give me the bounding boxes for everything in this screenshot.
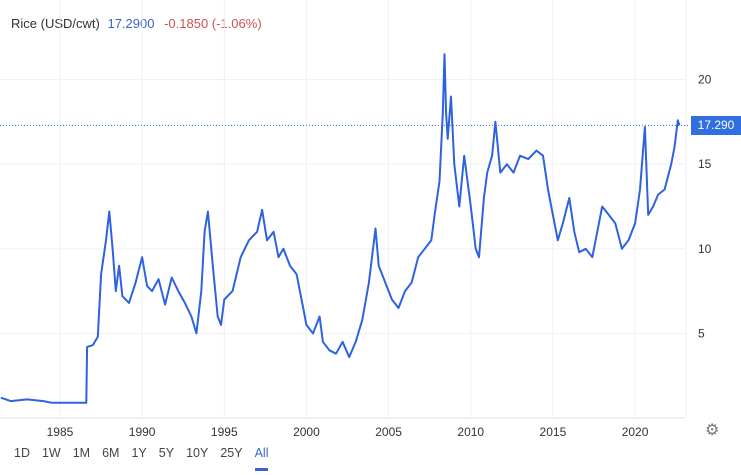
range-button-10y[interactable]: 10Y bbox=[186, 446, 209, 460]
range-button-1y[interactable]: 1Y bbox=[131, 446, 147, 460]
gear-icon[interactable]: ⚙ bbox=[705, 422, 720, 439]
range-button-1m[interactable]: 1M bbox=[72, 446, 91, 460]
range-button-6m[interactable]: 6M bbox=[102, 446, 120, 460]
x-tick-label: 2010 bbox=[457, 425, 484, 439]
instrument-name: Rice (USD/cwt) bbox=[11, 16, 100, 31]
range-button-all[interactable]: All bbox=[254, 446, 269, 471]
y-tick-label: 15 bbox=[698, 157, 712, 171]
x-tick-label: 1995 bbox=[211, 425, 238, 439]
current-price: 17.2900 bbox=[107, 16, 155, 31]
chart-title: Rice (USD/cwt) 17.2900 -0.1850 (-1.06%) bbox=[11, 16, 262, 31]
x-tick-label: 2000 bbox=[293, 425, 320, 439]
y-tick-label: 10 bbox=[698, 242, 712, 256]
y-tick-label: 5 bbox=[698, 326, 705, 340]
range-button-25y[interactable]: 25Y bbox=[220, 446, 243, 460]
range-selector: 1D 1W 1M 6M 1Y 5Y 10Y 25Y All bbox=[14, 446, 280, 471]
price-change: -0.1850 (-1.06%) bbox=[164, 16, 262, 31]
x-tick-label: 2015 bbox=[540, 425, 567, 439]
range-button-1w[interactable]: 1W bbox=[41, 446, 61, 460]
x-tick-label: 1990 bbox=[129, 425, 156, 439]
range-button-5y[interactable]: 5Y bbox=[158, 446, 175, 460]
x-tick-label: 1985 bbox=[47, 425, 74, 439]
x-tick-label: 2005 bbox=[375, 425, 402, 439]
y-tick-label: 20 bbox=[698, 73, 712, 87]
range-button-1d[interactable]: 1D bbox=[14, 446, 30, 460]
x-tick-label: 2020 bbox=[622, 425, 649, 439]
last-price-label: 17.290 bbox=[691, 116, 741, 135]
series-line-rice bbox=[0, 53, 681, 404]
